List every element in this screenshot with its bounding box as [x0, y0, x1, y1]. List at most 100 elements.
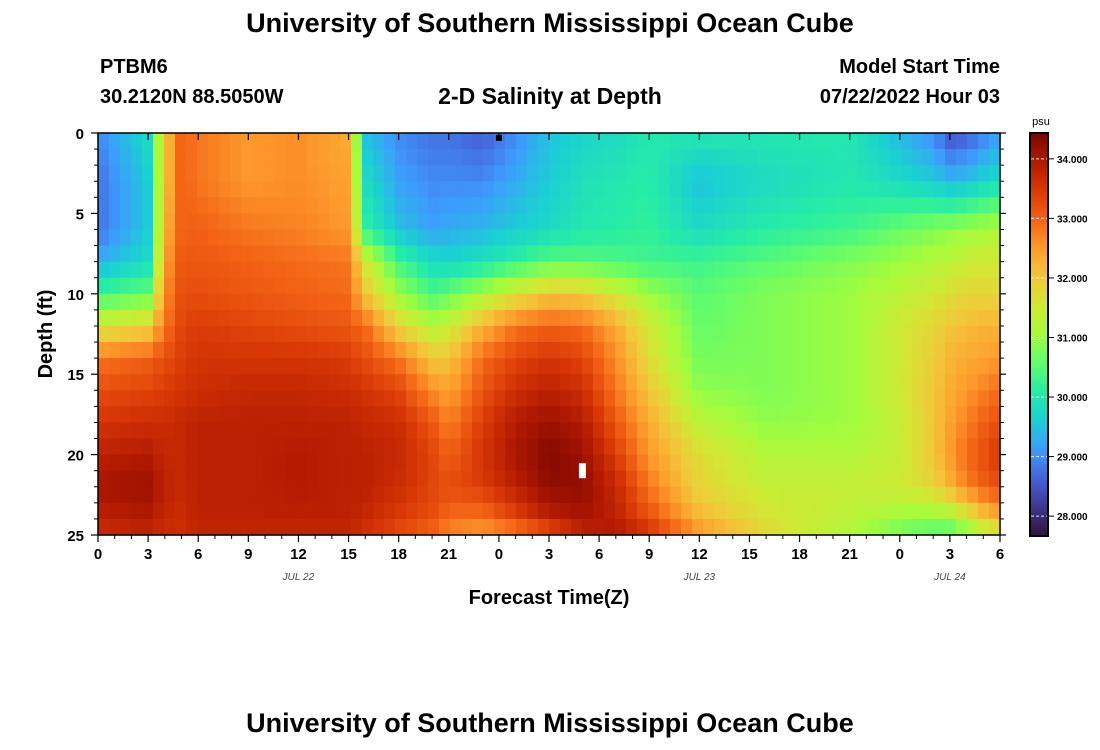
heatmap-cell [582, 245, 594, 263]
heatmap-cell [230, 261, 242, 279]
heatmap-cell [164, 486, 176, 504]
heatmap-cell [736, 197, 748, 214]
heatmap-cell [285, 358, 297, 375]
heatmap-cell [714, 261, 726, 279]
heatmap-cell [362, 245, 374, 263]
heatmap-cell [582, 133, 594, 150]
heatmap-cell [538, 406, 550, 424]
heatmap-cell [186, 261, 198, 279]
heatmap-cell [274, 213, 286, 231]
heatmap-cell [604, 229, 616, 247]
x-tick-label: 15 [340, 546, 357, 563]
heatmap-cell [637, 438, 649, 456]
heatmap-cell [285, 502, 297, 520]
heatmap-cell [835, 213, 847, 231]
heatmap-cell [659, 342, 671, 359]
heatmap-cell [703, 309, 715, 327]
heatmap-cell [373, 390, 385, 407]
heatmap-cell [98, 358, 110, 375]
heatmap-cell [329, 229, 341, 247]
heatmap-cell [736, 309, 748, 327]
heatmap-cell [274, 438, 286, 456]
heatmap-cell [604, 197, 616, 214]
heatmap-cell [626, 197, 638, 214]
heatmap-cell [659, 454, 671, 472]
heatmap-cell [450, 422, 462, 440]
heatmap-cell [395, 197, 407, 214]
heatmap-cell [791, 309, 803, 327]
heatmap-cell [538, 181, 550, 198]
heatmap-cell [912, 422, 924, 440]
heatmap-cell [670, 518, 682, 536]
heatmap-cell [813, 197, 825, 214]
data-marker [578, 463, 586, 479]
heatmap-cell [692, 133, 704, 150]
heatmap-cell [560, 422, 572, 440]
heatmap-cell [340, 181, 352, 198]
heatmap-cell [472, 261, 484, 279]
heatmap-cell [296, 518, 308, 536]
heatmap-cell [494, 502, 506, 520]
colorbar-ticks: 28.00029.00030.00031.00032.00033.00034.0… [1031, 155, 1088, 523]
heatmap-cell [285, 213, 297, 231]
heatmap-cell [98, 325, 110, 343]
x-tick-label: 21 [841, 546, 858, 563]
heatmap-cell [560, 181, 572, 198]
heatmap-cell [362, 293, 374, 311]
heatmap-cell [681, 261, 693, 279]
heatmap-cell [626, 149, 638, 166]
heatmap-cell [670, 293, 682, 311]
heatmap-cell [175, 293, 187, 311]
heatmap-cell [725, 181, 737, 198]
heatmap-cell [560, 325, 572, 343]
heatmap-cell [450, 470, 462, 488]
heatmap-cell [824, 390, 836, 407]
heatmap-cell [384, 261, 396, 279]
heatmap-cell [527, 325, 539, 343]
heatmap-cell [208, 438, 220, 456]
heatmap-cell [571, 197, 583, 214]
heatmap-cell [967, 149, 979, 166]
heatmap-cell [417, 181, 429, 198]
heatmap-cell [428, 309, 440, 327]
heatmap-cell [516, 229, 528, 247]
heatmap-cell [329, 181, 341, 198]
heatmap-cell [780, 165, 792, 182]
heatmap-cell [692, 438, 704, 456]
heatmap-cell [109, 390, 121, 407]
heatmap-cell [978, 438, 990, 456]
heatmap-cell [417, 293, 429, 311]
heatmap-cell [736, 406, 748, 424]
heatmap-cell [395, 470, 407, 488]
heatmap-cell [615, 518, 627, 536]
heatmap-cell [901, 438, 913, 456]
heatmap-cell [351, 261, 363, 279]
heatmap-cell [956, 229, 968, 247]
heatmap-cell [329, 406, 341, 424]
heatmap-cell [384, 502, 396, 520]
heatmap-cell [175, 406, 187, 424]
heatmap-cell [483, 406, 495, 424]
heatmap-cell [901, 309, 913, 327]
heatmap-cell [901, 181, 913, 198]
heatmap-cell [791, 422, 803, 440]
heatmap-cell [681, 181, 693, 198]
heatmap-cell [769, 149, 781, 166]
heatmap-cell [461, 309, 473, 327]
x-tick-label: 21 [440, 546, 457, 563]
heatmap-cell [692, 245, 704, 263]
heatmap-cell [802, 342, 814, 359]
heatmap-cell [956, 309, 968, 327]
heatmap-cell [857, 406, 869, 424]
heatmap-cell [340, 342, 352, 359]
heatmap-cell [769, 454, 781, 472]
heatmap-cell [615, 261, 627, 279]
heatmap-cell [835, 181, 847, 198]
heatmap-cell [714, 149, 726, 166]
heatmap-cell [626, 470, 638, 488]
heatmap-cell [252, 422, 264, 440]
heatmap-cell [329, 325, 341, 343]
heatmap-cell [395, 229, 407, 247]
heatmap-cell [901, 165, 913, 182]
heatmap-cell [153, 293, 165, 311]
